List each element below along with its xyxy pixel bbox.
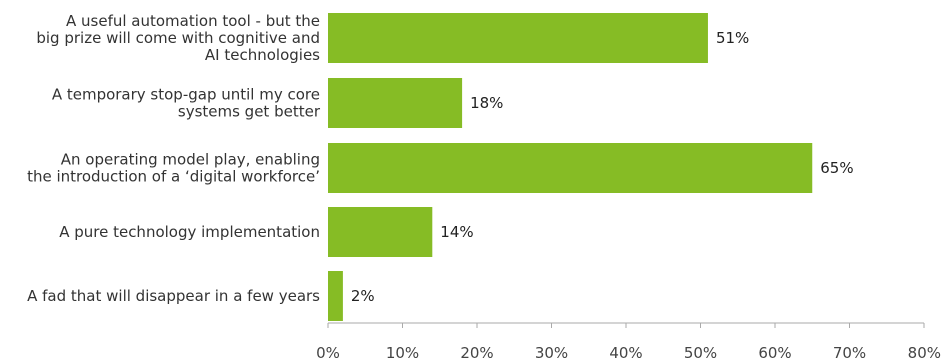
category-label-4: A fad that will disappear in a few years <box>27 287 320 305</box>
category-label-0-line-0: A useful automation tool - but the <box>66 12 320 30</box>
value-label-0: 51% <box>716 29 749 47</box>
category-label-3-line-0: A pure technology implementation <box>59 223 320 241</box>
category-label-0-line-2: AI technologies <box>205 46 320 64</box>
x-tick-label-0: 0% <box>316 344 340 362</box>
x-tick-label-6: 60% <box>758 344 791 362</box>
category-label-1: A temporary stop-gap until my core system… <box>52 86 321 121</box>
x-tick-label-3: 30% <box>535 344 568 362</box>
bar-0 <box>328 13 708 63</box>
category-label-2-line-1: the introduction of a ‘digital workforce… <box>27 168 320 186</box>
bar-3 <box>328 207 433 257</box>
category-label-1-line-0: A temporary stop-gap until my core <box>52 86 320 104</box>
bar-4 <box>328 271 343 321</box>
category-labels: A useful automation tool - but the big pr… <box>27 12 321 305</box>
value-label-3: 14% <box>440 223 473 241</box>
x-tick-label-8: 80% <box>908 344 941 362</box>
bar-1 <box>328 78 463 128</box>
x-tick-label-7: 70% <box>833 344 866 362</box>
value-label-2: 65% <box>820 159 853 177</box>
x-tick-label-5: 50% <box>684 344 717 362</box>
category-label-0: A useful automation tool - but the big pr… <box>36 12 320 64</box>
bars <box>328 13 813 321</box>
x-axis: 0% 10% 20% 30% 40% 50% 60% 70% 80% <box>316 322 941 362</box>
category-label-1-line-1: systems get better <box>178 103 321 121</box>
category-label-3: A pure technology implementation <box>59 223 320 241</box>
bar-2 <box>328 143 813 193</box>
category-label-2-line-0: An operating model play, enabling <box>61 151 320 169</box>
value-label-1: 18% <box>470 94 503 112</box>
x-tick-label-2: 20% <box>460 344 493 362</box>
category-label-4-line-0: A fad that will disappear in a few years <box>27 287 320 305</box>
x-tick-label-1: 10% <box>386 344 419 362</box>
value-label-4: 2% <box>351 287 375 305</box>
x-tick-label-4: 40% <box>609 344 642 362</box>
category-label-2: An operating model play, enabling the int… <box>27 151 320 186</box>
category-label-0-line-1: big prize will come with cognitive and <box>36 29 320 47</box>
value-labels: 51% 18% 65% 14% 2% <box>351 29 854 305</box>
